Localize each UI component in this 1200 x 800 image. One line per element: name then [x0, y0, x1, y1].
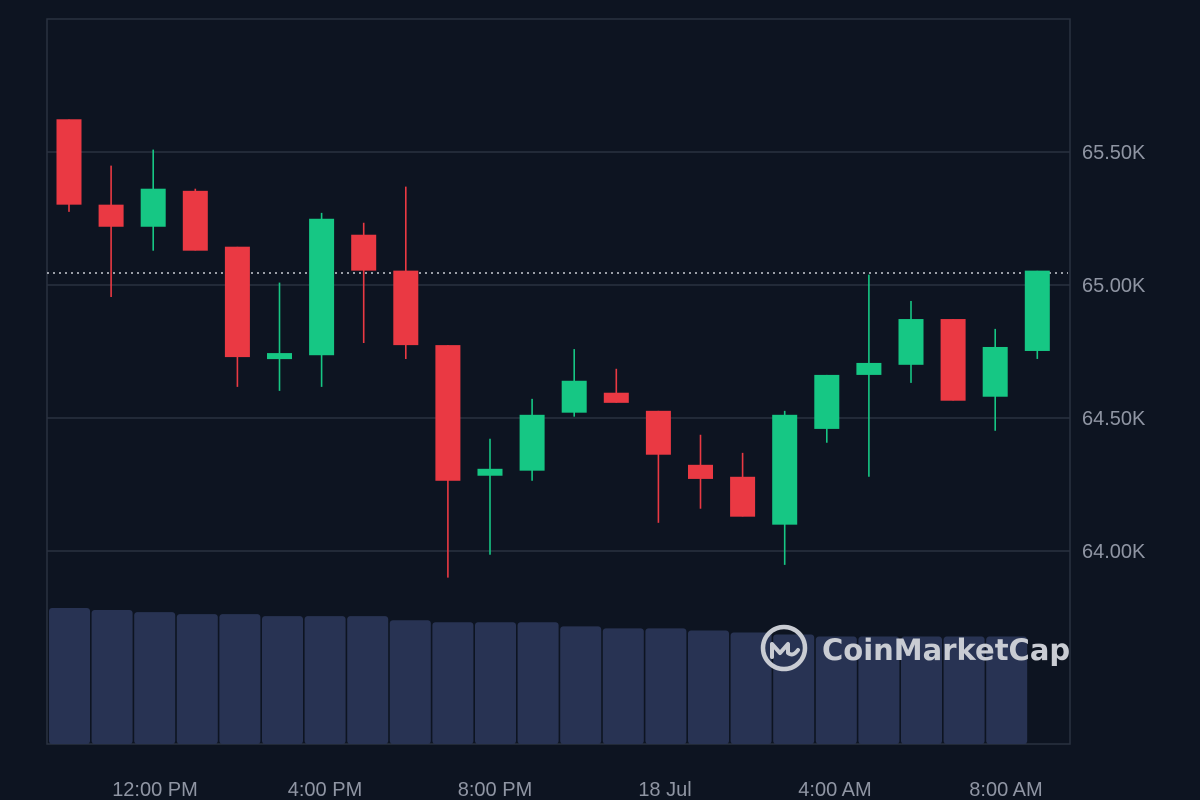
candle-body [561, 380, 587, 413]
gridlines [47, 151, 1070, 552]
volume-bar [943, 636, 985, 744]
volume-bar [304, 616, 346, 744]
volume-bar [91, 610, 133, 744]
candle-body [182, 190, 208, 251]
coinmarketcap-logo-icon [760, 624, 808, 672]
candle-body [814, 374, 840, 429]
candle [898, 300, 924, 383]
x-tick-label: 8:00 AM [969, 779, 1042, 800]
y-axis-labels: 65.50K 65.00K 64.50K 64.00K [1082, 142, 1146, 563]
volume-bar [134, 612, 176, 744]
candle-body [56, 119, 82, 205]
volume-bar [730, 632, 772, 744]
x-tick-label: 4:00 PM [288, 779, 362, 800]
volume-bar [347, 616, 389, 744]
volume-bar [858, 636, 900, 744]
watermark-text: CoinMarketCap [822, 633, 1070, 667]
candle-body [519, 414, 545, 471]
volume-bar [602, 628, 644, 744]
volume-bar [986, 636, 1028, 744]
volume-bar [475, 622, 516, 744]
volume-bar [262, 616, 303, 744]
y-tick-label: 64.00K [1082, 541, 1146, 563]
candle-body [224, 246, 250, 358]
volume-bar [645, 628, 687, 744]
volume-bar [815, 636, 857, 744]
candle-body [477, 468, 503, 476]
candle-body [351, 234, 377, 271]
volume-bar [432, 622, 474, 744]
candle-body [940, 319, 966, 401]
candle-body [688, 464, 713, 479]
candle [477, 438, 503, 555]
volume-bars [49, 608, 1028, 744]
candle [1024, 270, 1050, 359]
candle-body [393, 270, 419, 346]
candle-body [1024, 270, 1050, 351]
watermark: CoinMarketCap [760, 624, 1070, 672]
x-tick-label: 8:00 PM [458, 779, 532, 800]
volume-bar [688, 630, 729, 744]
candle [351, 222, 377, 343]
y-tick-label: 65.50K [1082, 142, 1146, 164]
candle-body [267, 353, 292, 360]
volume-bar [773, 634, 815, 744]
candle [224, 246, 250, 387]
candle-body [730, 476, 756, 517]
candle [940, 319, 966, 401]
candle [182, 188, 208, 251]
candle [267, 282, 292, 391]
y-tick-label: 64.50K [1082, 408, 1146, 430]
candle [140, 149, 166, 251]
y-tick-label: 65.00K [1082, 275, 1146, 297]
candle [98, 165, 124, 297]
candle [730, 452, 756, 517]
candle [519, 398, 545, 481]
candle [56, 119, 82, 212]
candle [309, 212, 335, 387]
x-tick-label: 12:00 PM [112, 779, 198, 800]
candles [56, 119, 1050, 578]
candle [982, 328, 1008, 431]
candle [603, 368, 629, 403]
volume-bar [560, 626, 602, 744]
candle-body [309, 218, 335, 356]
candle [814, 374, 840, 443]
candle-body [898, 319, 924, 365]
volume-bar [219, 614, 261, 744]
volume-bar [176, 614, 218, 744]
candle [772, 410, 798, 565]
candle [645, 410, 671, 523]
chart-frame [46, 18, 1071, 745]
candle-body [98, 204, 124, 227]
candle [688, 434, 713, 509]
candle-body [435, 345, 461, 481]
candle [561, 349, 587, 417]
candle-body [645, 410, 671, 455]
candle [435, 345, 461, 578]
candle-body [603, 392, 629, 403]
x-axis-labels: 12:00 PM 4:00 PM 8:00 PM 18 Jul 4:00 AM 8:00 … [112, 779, 1043, 800]
candle-body [772, 414, 798, 525]
candle [856, 274, 882, 477]
candle-body [982, 346, 1008, 397]
x-tick-label: 4:00 AM [798, 779, 871, 800]
x-tick-label: 18 Jul [638, 779, 691, 800]
candle-body [856, 362, 882, 375]
volume-bar [517, 622, 559, 744]
volume-bar [901, 636, 942, 744]
candle-body [140, 188, 166, 227]
volume-bar [49, 608, 90, 744]
volume-bar [389, 620, 431, 744]
candle [393, 186, 419, 359]
